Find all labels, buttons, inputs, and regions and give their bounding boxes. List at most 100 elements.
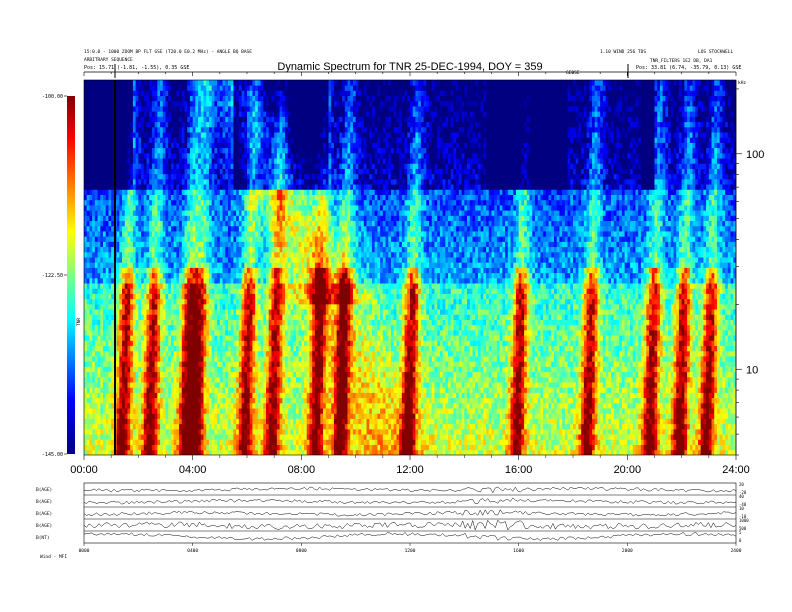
spectrogram-cell — [135, 345, 139, 352]
spectrogram-cell — [195, 371, 199, 378]
spectrogram-cell — [241, 371, 245, 378]
spectrogram-cell — [217, 246, 221, 253]
spectrogram-cell — [146, 340, 150, 347]
spectrogram-cell — [173, 439, 177, 445]
spectrogram-cell — [181, 142, 185, 149]
spectrogram-cell — [211, 241, 215, 248]
spectrogram-cell — [170, 205, 175, 211]
spectrogram-cell — [268, 314, 272, 320]
spectrogram-cell — [241, 184, 245, 190]
spectrogram-cell — [119, 95, 123, 102]
spectrogram-cell — [198, 309, 202, 315]
spectrogram-cell — [236, 152, 240, 159]
spectrogram-cell — [238, 319, 242, 326]
spectrogram-cell — [206, 80, 210, 86]
spectrogram-cell — [154, 210, 158, 216]
spectrogram-cell — [168, 132, 172, 138]
spectrogram-cell — [238, 168, 242, 175]
spectrogram-cell — [225, 257, 229, 263]
spectrogram-cell — [154, 158, 158, 164]
spectrogram-cell — [154, 194, 158, 201]
spectrogram-cell — [89, 330, 93, 336]
spectrogram-cell — [187, 288, 191, 294]
spectrogram-cell — [124, 283, 128, 289]
spectrogram-cell — [189, 413, 194, 419]
spectrogram-cell — [138, 356, 142, 362]
spectrogram-cell — [130, 449, 134, 455]
spectrogram-cell — [162, 132, 166, 138]
spectrogram-cell — [208, 314, 213, 320]
spectrogram-cell — [219, 257, 223, 263]
spectrogram-cell — [127, 449, 131, 455]
spectrogram-cell — [170, 199, 175, 206]
spectrogram-cell — [105, 371, 109, 378]
spectrogram-cell — [143, 361, 147, 367]
spectrogram-cell — [268, 205, 272, 211]
spectrogram-cell — [154, 121, 158, 128]
spectrogram-cell — [143, 413, 147, 419]
spectrogram-cell — [263, 199, 267, 206]
spectrogram-cell — [200, 236, 204, 242]
spectrogram-cell — [103, 132, 107, 138]
spectrogram-cell — [97, 262, 101, 268]
spectrogram-cell — [165, 173, 169, 180]
spectrogram-cell — [184, 350, 188, 357]
spectrogram-cell — [100, 152, 104, 159]
spectrogram-cell — [211, 100, 215, 107]
spectrogram-cell — [141, 444, 145, 451]
spectrogram-cell — [214, 152, 218, 159]
spectrogram-cell — [214, 85, 218, 91]
spectrogram-cell — [227, 272, 232, 279]
spectrogram-cell — [244, 246, 248, 253]
spectrogram-cell — [124, 397, 128, 404]
spectrogram-cell — [203, 319, 207, 326]
spectrogram-cell — [135, 267, 139, 274]
spectrogram-cell — [257, 293, 261, 300]
spectrogram-cell — [236, 434, 240, 440]
spectrogram-cell — [100, 319, 104, 326]
spectrogram-cell — [165, 376, 169, 383]
spectrogram-cell — [160, 330, 164, 336]
spectrogram-cell — [165, 168, 169, 175]
spectrogram-cell — [170, 330, 175, 336]
spectrogram-cell — [135, 95, 139, 102]
spectrogram-cell — [135, 402, 139, 409]
spectrogram-cell — [94, 428, 98, 435]
spectrogram-cell — [105, 356, 109, 362]
spectrogram-cell — [200, 205, 204, 211]
spectrogram-cell — [222, 215, 226, 222]
spectrogram-cell — [255, 90, 259, 97]
spectrogram-cell — [249, 210, 253, 216]
spectrogram-cell — [255, 330, 259, 336]
spectrogram-cell — [124, 356, 128, 362]
spectrogram-cell — [268, 178, 272, 185]
spectrogram-cell — [222, 236, 226, 242]
spectrogram-cell — [119, 303, 123, 310]
spectrogram-cell — [179, 356, 183, 362]
spectrogram-cell — [255, 361, 259, 367]
spectrogram-cell — [173, 361, 177, 367]
spectrogram-cell — [211, 309, 215, 315]
spectrogram-cell — [170, 158, 175, 164]
spectrogram-cell — [252, 376, 256, 383]
spectrogram-cell — [244, 194, 248, 201]
spectrogram-cell — [132, 288, 137, 294]
spectrogram-cell — [146, 303, 150, 310]
spectrogram-cell — [198, 428, 202, 435]
spectrogram-cell — [89, 205, 93, 211]
spectrogram-cell — [149, 111, 153, 117]
spectrogram-cell — [214, 382, 218, 388]
spectrogram-cell — [105, 418, 109, 425]
spectrogram-cell — [214, 314, 218, 320]
spectrogram-cell — [244, 298, 248, 305]
spectrogram-cell — [122, 116, 126, 123]
spectrogram-cell — [160, 257, 164, 263]
spectrogram-cell — [127, 178, 131, 185]
spectrogram-cell — [238, 220, 242, 227]
spectrogram-cell — [130, 142, 134, 149]
spectrogram-cell — [100, 309, 104, 315]
spectrogram-cell — [127, 189, 131, 195]
spectrogram-cell — [132, 439, 137, 445]
spectrogram-cell — [146, 298, 150, 305]
spectrogram-cell — [252, 215, 256, 222]
